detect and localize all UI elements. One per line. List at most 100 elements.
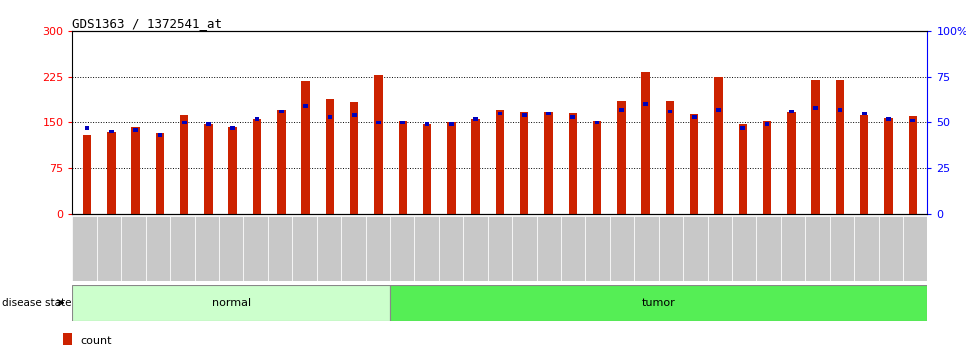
Bar xyxy=(401,121,405,124)
Bar xyxy=(72,285,390,321)
Text: disease state: disease state xyxy=(2,298,71,308)
Bar xyxy=(666,101,674,214)
Bar xyxy=(830,216,854,281)
Bar xyxy=(390,285,927,321)
Bar xyxy=(72,216,97,281)
Bar xyxy=(683,216,707,281)
Text: tumor: tumor xyxy=(641,298,675,308)
Bar xyxy=(414,216,439,281)
Bar xyxy=(544,111,553,214)
Bar xyxy=(854,216,878,281)
Bar xyxy=(714,77,723,214)
Bar xyxy=(231,126,235,130)
Bar xyxy=(910,119,915,122)
Bar xyxy=(878,216,903,281)
Bar xyxy=(439,216,464,281)
Bar xyxy=(838,108,842,111)
Bar xyxy=(425,122,429,126)
Bar xyxy=(471,119,480,214)
Bar xyxy=(619,108,624,111)
Bar xyxy=(83,135,91,214)
Bar xyxy=(293,216,317,281)
Bar xyxy=(157,134,162,137)
Bar xyxy=(146,216,170,281)
Bar xyxy=(365,216,390,281)
Bar xyxy=(399,121,407,214)
Bar xyxy=(303,104,308,108)
Bar xyxy=(561,216,585,281)
Bar xyxy=(194,216,219,281)
Bar xyxy=(886,117,891,121)
Bar xyxy=(464,216,488,281)
Bar xyxy=(690,114,698,214)
Bar xyxy=(170,216,194,281)
Text: normal: normal xyxy=(212,298,251,308)
Bar xyxy=(107,132,116,214)
Bar xyxy=(811,80,820,214)
Bar xyxy=(109,130,114,134)
Bar xyxy=(496,110,504,214)
Bar xyxy=(326,99,334,214)
Bar xyxy=(97,216,122,281)
Bar xyxy=(643,102,648,106)
Bar xyxy=(376,121,381,124)
Bar xyxy=(860,115,868,214)
Bar xyxy=(739,124,747,214)
Bar xyxy=(741,126,745,130)
Bar xyxy=(268,216,293,281)
Bar xyxy=(341,216,365,281)
Bar xyxy=(716,108,721,111)
Bar xyxy=(447,122,456,214)
Bar xyxy=(219,216,243,281)
Bar xyxy=(133,128,138,132)
Bar xyxy=(763,121,771,214)
Bar xyxy=(180,115,188,214)
Bar xyxy=(593,121,601,214)
Bar xyxy=(374,75,383,214)
Bar xyxy=(156,133,164,214)
Bar xyxy=(327,115,332,119)
Bar xyxy=(571,115,575,119)
Bar xyxy=(862,111,867,115)
Bar xyxy=(787,111,796,214)
Text: GDS1363 / 1372541_at: GDS1363 / 1372541_at xyxy=(72,17,222,30)
Bar xyxy=(610,216,635,281)
Bar xyxy=(229,127,237,214)
Bar xyxy=(279,110,284,113)
Text: count: count xyxy=(80,336,112,345)
Bar xyxy=(352,113,356,117)
Bar xyxy=(390,216,414,281)
Bar xyxy=(350,102,358,214)
Bar xyxy=(522,113,526,117)
Bar xyxy=(641,72,650,214)
Bar xyxy=(806,216,830,281)
Bar xyxy=(497,111,502,115)
Bar xyxy=(253,119,261,214)
Bar xyxy=(732,216,756,281)
Bar xyxy=(836,80,844,214)
Bar xyxy=(659,216,683,281)
Bar xyxy=(813,106,818,110)
Bar xyxy=(317,216,341,281)
Bar xyxy=(668,110,672,113)
Bar xyxy=(595,121,599,124)
Bar xyxy=(204,124,213,214)
Bar xyxy=(85,126,90,130)
Bar xyxy=(131,127,140,214)
Bar xyxy=(488,216,512,281)
Bar xyxy=(277,110,286,214)
Bar xyxy=(122,216,146,281)
Bar xyxy=(756,216,781,281)
Bar xyxy=(423,124,431,214)
Bar xyxy=(585,216,610,281)
Bar xyxy=(243,216,268,281)
Bar xyxy=(903,216,927,281)
Bar xyxy=(765,122,769,126)
Bar xyxy=(635,216,659,281)
Bar xyxy=(692,115,696,119)
Bar xyxy=(449,122,454,126)
Bar xyxy=(536,216,561,281)
Bar xyxy=(569,113,577,214)
Bar xyxy=(884,118,893,214)
Bar xyxy=(255,117,259,121)
